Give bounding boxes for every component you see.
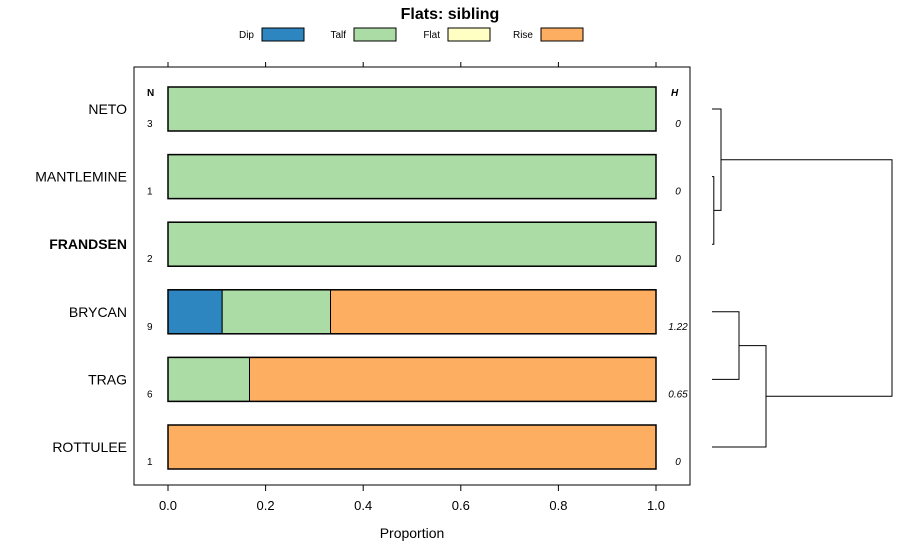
x-tick-label-1: 0.2	[257, 498, 275, 513]
row-label-rottulee: ROTTULEE	[52, 439, 127, 455]
count-column-header: N	[147, 88, 154, 99]
x-tick-label-4: 0.8	[549, 498, 567, 513]
entropy-label-brycan: 1.22	[668, 322, 688, 333]
bar-segment-rottulee-rise	[167, 424, 657, 470]
entropy-label-mantlemine: 0	[675, 187, 681, 198]
entropy-label-neto: 0	[675, 119, 681, 130]
count-label-brycan: 9	[147, 322, 153, 333]
legend-swatch-talf	[353, 27, 397, 42]
legend-label-flat: Flat	[423, 30, 440, 41]
dendrogram-link-4	[721, 159, 893, 397]
bar-segment-trag-talf	[167, 356, 250, 402]
x-axis: 0.0 0.2 0.4 0.6 0.8 1.0	[159, 62, 665, 513]
entropy-label-frandsen: 0	[675, 254, 681, 265]
entropy-column-header: H	[671, 88, 679, 99]
legend-swatch-dip	[261, 27, 305, 42]
legend-swatch-flat	[447, 27, 491, 42]
chart-title: Flats: sibling	[401, 6, 500, 23]
x-tick-label-0: 0.0	[159, 498, 177, 513]
row-label-frandsen: FRANDSEN	[49, 236, 127, 252]
legend-swatch-rise	[540, 27, 584, 42]
x-axis-label: Proportion	[380, 525, 445, 541]
bar-outline-brycan	[167, 289, 657, 335]
entropy-label-trag: 0.65	[668, 389, 688, 400]
row-label-mantlemine: MANTLEMINE	[35, 169, 127, 185]
bar-rows: NETO 3 0 MANTLEMINE 1 0 FRANDSEN 2 0 BRYCAN 9 1.22 T…	[35, 86, 688, 470]
bar-segment-brycan-rise	[330, 289, 657, 335]
dendrogram-link-2	[712, 311, 740, 380]
bar-outline-trag	[167, 356, 657, 403]
bar-outline-neto	[167, 86, 657, 132]
row-label-trag: TRAG	[88, 371, 127, 387]
plot-frame	[133, 66, 691, 486]
count-label-rottulee: 1	[147, 457, 153, 468]
row-label-brycan: BRYCAN	[69, 304, 127, 320]
x-tick-label-5: 1.0	[647, 498, 665, 513]
count-label-frandsen: 2	[147, 254, 153, 265]
bar-segment-neto-talf	[167, 86, 657, 132]
count-label-mantlemine: 1	[147, 187, 153, 198]
legend: Dip Talf Flat Rise	[239, 27, 584, 42]
legend-label-rise: Rise	[513, 30, 533, 41]
row-label-neto: NETO	[88, 101, 127, 117]
bar-outline-rottulee	[167, 424, 657, 470]
legend-label-dip: Dip	[239, 30, 254, 41]
dendrogram-link-0	[712, 176, 715, 245]
bar-segment-frandsen-talf	[167, 221, 657, 267]
bar-segment-brycan-talf	[221, 289, 332, 335]
bar-outline-frandsen	[167, 221, 657, 267]
bar-segment-trag-rise	[248, 356, 657, 402]
entropy-label-rottulee: 0	[675, 457, 681, 468]
x-tick-label-3: 0.6	[452, 498, 470, 513]
x-tick-label-2: 0.4	[354, 498, 372, 513]
bar-segment-brycan-dip	[167, 289, 223, 335]
dendrogram	[712, 108, 893, 448]
count-label-neto: 3	[147, 119, 153, 130]
bar-outline-mantlemine	[167, 153, 657, 200]
bar-segment-mantlemine-talf	[167, 154, 657, 200]
count-label-trag: 6	[147, 389, 153, 400]
legend-label-talf: Talf	[330, 30, 346, 41]
